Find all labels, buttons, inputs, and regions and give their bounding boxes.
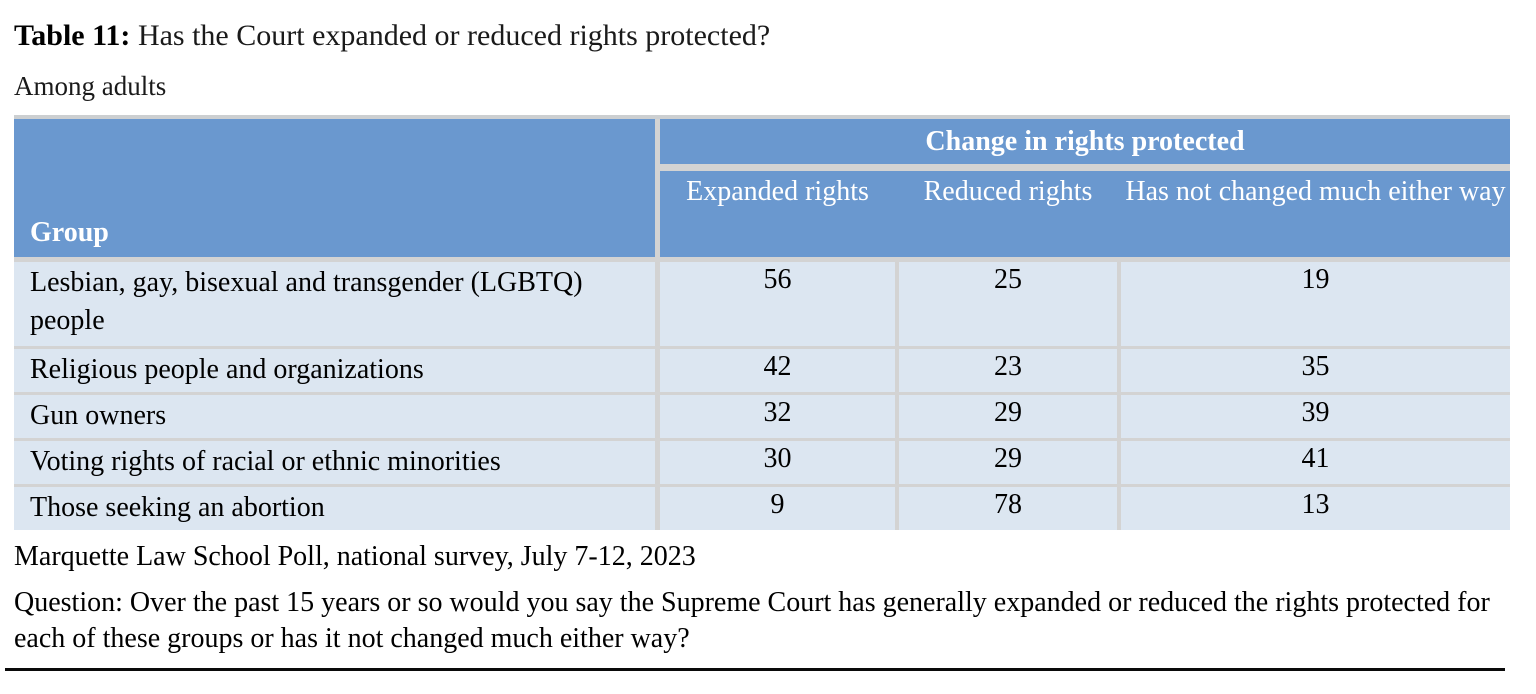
population-subtitle: Among adults [14, 71, 167, 101]
column-gap-divider [655, 119, 660, 258]
row-divider [14, 257, 1510, 263]
cell-divider [1117, 395, 1121, 439]
cell-reduced: 78 [994, 489, 1022, 521]
table-header: Group Change in rights protected Expande… [14, 119, 1510, 258]
table-row: Those seeking an abortion 9 78 13 [14, 487, 1510, 531]
column-header-expanded: Expanded rights [686, 176, 869, 208]
cell-reduced: 25 [994, 264, 1022, 296]
row-group-label: Lesbian, gay, bisexual and transgender (… [30, 267, 583, 337]
data-columns-header: Change in rights protected Expanded righ… [660, 119, 1510, 258]
row-group-label: Gun owners [30, 400, 167, 432]
table-row: Lesbian, gay, bisexual and transgender (… [14, 262, 1510, 347]
column-gap-divider [655, 395, 660, 439]
column-gap-divider [655, 441, 660, 485]
cell-divider [895, 349, 899, 393]
table-title-text: Has the Court expanded or reduced rights… [130, 19, 771, 52]
row-divider [14, 438, 1510, 442]
poll-results-table: Group Change in rights protected Expande… [14, 115, 1510, 531]
span-header: Change in rights protected [660, 119, 1510, 165]
question-text: Question: Over the past 15 years or so w… [14, 586, 1490, 654]
header-row-divider [660, 164, 1510, 172]
row-group-label: Religious people and organizations [30, 354, 424, 386]
row-group-label: Voting rights of racial or ethnic minori… [30, 446, 501, 478]
row-divider [14, 484, 1510, 488]
cell-no-change: 41 [1301, 443, 1330, 475]
cell-divider [1117, 349, 1121, 393]
cell-no-change: 35 [1301, 351, 1330, 383]
cell-reduced: 29 [994, 397, 1022, 429]
cell-divider [1117, 487, 1121, 531]
cell-divider [895, 487, 899, 531]
row-group-label: Those seeking an abortion [30, 492, 325, 524]
cell-expanded: 56 [763, 264, 792, 296]
column-gap-divider [655, 349, 660, 393]
cell-reduced: 23 [994, 351, 1022, 383]
subheader-row: Expanded rights Reduced rights Has not c… [660, 171, 1510, 258]
cell-expanded: 9 [770, 489, 785, 521]
cell-divider [895, 395, 899, 439]
poll-table-page: Table 11: Has the Court expanded or redu… [5, 18, 1536, 672]
table-row: Voting rights of racial or ethnic minori… [14, 441, 1510, 485]
group-column-header: Group [14, 119, 655, 258]
column-gap-divider [655, 262, 660, 347]
table-row: Religious people and organizations 42 23… [14, 349, 1510, 393]
cell-divider [895, 262, 899, 347]
cell-divider [895, 441, 899, 485]
column-gap-divider [655, 487, 660, 531]
cell-expanded: 42 [763, 351, 792, 383]
source-attribution: Marquette Law School Poll, national surv… [14, 541, 696, 573]
cell-divider [1117, 262, 1121, 347]
table-number-label: Table 11: [14, 19, 131, 52]
cell-no-change: 39 [1301, 397, 1330, 429]
cell-no-change: 19 [1301, 264, 1330, 296]
table-row: Gun owners 32 29 39 [14, 395, 1510, 439]
row-divider [14, 346, 1510, 350]
cell-reduced: 29 [994, 443, 1022, 475]
cell-divider [1117, 441, 1121, 485]
cell-expanded: 30 [763, 443, 792, 475]
row-divider [14, 392, 1510, 396]
cell-expanded: 32 [763, 397, 792, 429]
column-header-no-change: Has not changed much either way [1125, 176, 1506, 208]
cell-no-change: 13 [1301, 489, 1330, 521]
column-header-reduced: Reduced rights [923, 176, 1093, 208]
page-title: Table 11: Has the Court expanded or redu… [14, 18, 1536, 54]
bottom-rule [5, 668, 1505, 672]
